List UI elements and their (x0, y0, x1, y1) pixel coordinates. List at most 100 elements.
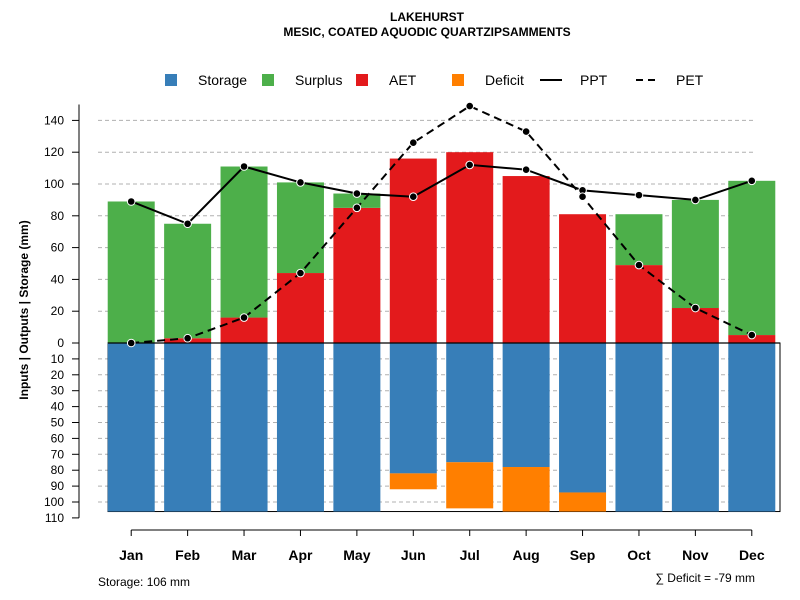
x-tick-label-mar: Mar (232, 547, 257, 563)
surplus-bar-mar (220, 166, 268, 318)
storage-bar-jun (389, 343, 437, 474)
ppt-point (239, 162, 249, 171)
storage-bar-jan (107, 343, 155, 512)
aet-bar-apr (276, 273, 324, 343)
deficit-bar-sep (559, 492, 607, 512)
pet-point (126, 338, 136, 348)
storage-bar-oct (615, 343, 663, 512)
ppt-line (130, 163, 753, 225)
pet-point (239, 313, 249, 322)
pet-point (634, 260, 644, 270)
x-tick-label-jan: Jan (119, 547, 143, 563)
legend-swatch-storage (165, 74, 177, 86)
ppt-point (521, 165, 531, 174)
x-tick-label-feb: Feb (175, 547, 200, 563)
ppt-point (634, 190, 644, 200)
pet-point (408, 138, 418, 147)
legend-label-ppt: PPT (580, 72, 608, 88)
y-tick-label: 70 (51, 447, 65, 461)
y-tick-label: 20 (51, 368, 65, 382)
ppt-point (296, 178, 305, 187)
x-tick-label-apr: Apr (288, 547, 313, 563)
storage-bar-aug (502, 343, 550, 468)
y-tick-label: 50 (51, 416, 65, 430)
pet-point (747, 330, 757, 340)
pet-point (352, 203, 362, 213)
x-tick-label-aug: Aug (513, 547, 540, 563)
pet-point (691, 303, 700, 313)
storage-bar-may (333, 343, 381, 512)
surplus-bar-nov (671, 199, 719, 309)
pet-point (465, 101, 475, 111)
ppt-point (352, 189, 362, 198)
ppt-point (465, 160, 475, 170)
y-tick-label: 60 (51, 431, 65, 445)
y-tick-label: 60 (51, 241, 65, 255)
y-tick-label: 80 (51, 463, 65, 477)
y-tick-label: 120 (44, 145, 64, 159)
surplus-bar-dec (728, 180, 776, 336)
pet-point (296, 268, 305, 278)
storage-bar-sep (559, 343, 607, 493)
aet-bar-sep (559, 214, 607, 343)
y-tick-label: 40 (51, 400, 65, 414)
y-tick-label: 0 (57, 336, 64, 350)
y-tick-label: 80 (51, 209, 65, 223)
x-tick-label-oct: Oct (627, 547, 651, 563)
y-tick-label: 20 (51, 304, 65, 318)
pet-line (131, 104, 753, 344)
y-axis-label: Inputs | Outputs | Storage (mm) (17, 220, 31, 399)
storage-bar-feb (164, 343, 212, 512)
legend-swatch-aet (356, 74, 368, 86)
storage-note: Storage: 106 mm (98, 575, 190, 589)
y-tick-label: 90 (51, 479, 65, 493)
pet-point (521, 127, 531, 136)
storage-bar-apr (276, 343, 324, 512)
axes: 0204060801001201401020304050607080901001… (44, 104, 765, 563)
x-tick-label-may: May (343, 547, 370, 563)
legend-label-surplus: Surplus (295, 72, 342, 88)
pet-point (183, 333, 192, 343)
x-tick-label-jun: Jun (401, 547, 426, 563)
y-tick-label: 140 (44, 113, 64, 127)
x-tick-label-sep: Sep (570, 547, 596, 563)
surplus-bar-apr (276, 182, 324, 274)
surplus-bar-oct (615, 214, 663, 266)
ppt-point (408, 192, 418, 202)
legend-label-deficit: Deficit (485, 72, 524, 88)
aet-bar-jul (446, 152, 494, 343)
x-tick-label-dec: Dec (739, 547, 765, 563)
legend-swatch-deficit (452, 74, 464, 86)
y-tick-label: 100 (44, 495, 64, 509)
deficit-bar-jun (389, 473, 437, 490)
aet-bar-oct (615, 265, 663, 343)
storage-bar-jul (446, 343, 494, 463)
chart-title: LAKEHURST (390, 10, 465, 24)
aet-bar-aug (502, 176, 550, 343)
aet-bar-may (333, 207, 381, 343)
surplus-bar-feb (164, 223, 212, 339)
bars (107, 152, 781, 513)
x-tick-label-jul: Jul (460, 547, 480, 563)
chart-subtitle: MESIC, COATED AQUODIC QUARTZIPSAMMENTS (283, 25, 570, 39)
y-tick-label: 110 (45, 511, 64, 525)
surplus-bar-may (333, 193, 381, 208)
aet-bar-nov (671, 308, 719, 343)
aet-bar-jun (389, 158, 437, 343)
y-tick-label: 30 (51, 384, 65, 398)
legend: Storage Surplus AET Deficit PPT PET (165, 72, 704, 88)
storage-bar-mar (220, 343, 268, 512)
ppt-point (126, 197, 136, 206)
deficit-bar-jul (446, 462, 494, 509)
storage-bar-nov (671, 343, 719, 512)
ppt-point (747, 176, 757, 186)
ppt-point (691, 195, 700, 205)
surplus-bar-jan (107, 201, 155, 343)
legend-swatch-surplus (262, 74, 274, 86)
storage-bar-dec (728, 343, 776, 512)
series-lines (126, 101, 757, 348)
y-tick-label: 40 (51, 272, 65, 286)
y-tick-label: 10 (51, 352, 65, 366)
pet-point (578, 192, 587, 202)
